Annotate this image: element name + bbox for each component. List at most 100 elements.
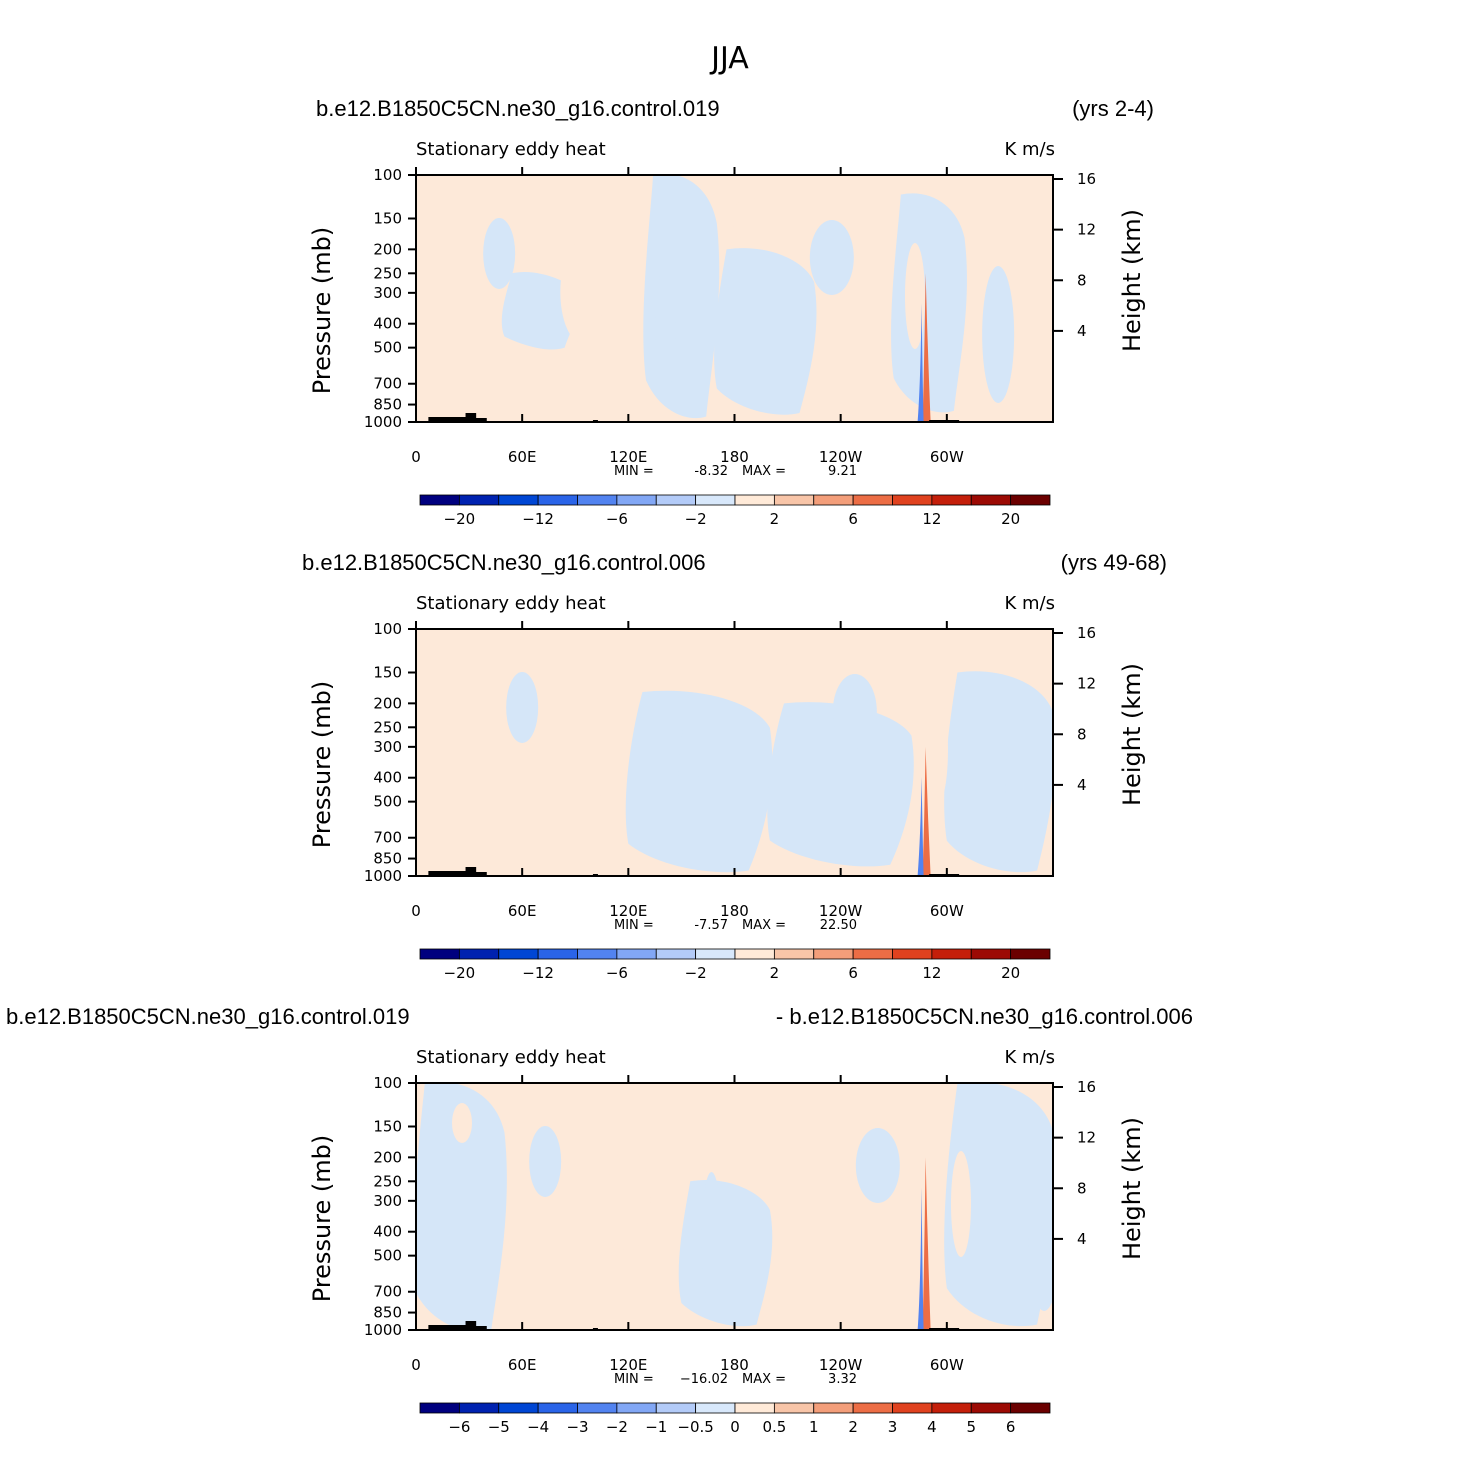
- colorbar-label: 2: [848, 1418, 858, 1436]
- figure-title: JJA: [709, 41, 749, 76]
- contour-field: [416, 1083, 1053, 1330]
- y-right-tick-label: 4: [1077, 1230, 1087, 1248]
- negative-spike: [917, 1187, 924, 1330]
- subtitle-left: Stationary eddy heat: [416, 1047, 606, 1068]
- contour-band: [832, 674, 877, 749]
- colorbar-swatch: [892, 494, 933, 506]
- y-tick-label: 700: [373, 1283, 402, 1301]
- colorbar-swatch: [419, 1402, 460, 1414]
- colorbar-label: 0: [730, 1418, 740, 1436]
- y-tick-label: 700: [373, 829, 402, 847]
- colorbar-label: −5: [488, 1418, 510, 1436]
- colorbar-swatch: [577, 1402, 618, 1414]
- colorbar-swatch: [537, 494, 578, 506]
- colorbar-swatch: [498, 948, 539, 960]
- colorbar-swatch: [931, 494, 972, 506]
- colorbar-label: −2: [606, 1418, 628, 1436]
- case-name-right: (yrs 49-68): [1061, 550, 1167, 575]
- y-tick-label: 150: [373, 663, 402, 681]
- case-name-left: b.e12.B1850C5CN.ne30_g16.control.019: [6, 1004, 410, 1029]
- x-tick-label: 60W: [930, 1356, 964, 1374]
- y-right-tick-label: 4: [1077, 322, 1087, 340]
- contour-band: [855, 1128, 900, 1203]
- x-tick-label: 180: [720, 448, 749, 466]
- min-label: MIN =: [614, 464, 654, 479]
- y-right-tick-label: 16: [1077, 170, 1096, 188]
- colorbar-label: −2: [685, 964, 707, 982]
- y-right-tick-label: 12: [1077, 1129, 1096, 1147]
- colorbar-label: −3: [566, 1418, 588, 1436]
- panel-2: b.e12.B1850C5CN.ne30_g16.control.006 (yrs…: [302, 550, 1167, 982]
- contour-band: [732, 197, 765, 241]
- negative-region: [891, 193, 967, 413]
- x-tick-label: 60E: [508, 902, 537, 920]
- colorbar-label: −12: [522, 964, 554, 982]
- colorbar-swatch: [616, 1402, 657, 1414]
- positive-spike: [922, 1157, 931, 1330]
- contour-band: [655, 264, 676, 397]
- colorbar-label: −0.5: [677, 1418, 713, 1436]
- x-tick-label: 120E: [609, 1356, 647, 1374]
- colorbar-swatch: [695, 494, 736, 506]
- contour-band: [429, 649, 450, 689]
- contour-band: [755, 651, 788, 695]
- contour-band: [778, 1105, 811, 1149]
- subtitle-left: Stationary eddy heat: [416, 593, 606, 614]
- x-tick-label: 120W: [819, 1356, 863, 1374]
- contour-band: [506, 672, 539, 743]
- colorbar-swatch: [892, 1402, 933, 1414]
- x-tick-label: 0: [411, 902, 421, 920]
- colorbar-swatch: [498, 1402, 539, 1414]
- colorbar-label: 4: [927, 1418, 937, 1436]
- colorbar-swatch: [852, 948, 893, 960]
- negative-spike: [917, 303, 924, 422]
- y-axis-label: Pressure (mb): [308, 1135, 336, 1302]
- y-tick-label: 500: [373, 1247, 402, 1265]
- y-right-tick-label: 12: [1077, 221, 1096, 239]
- colorbar-swatch: [695, 1402, 736, 1414]
- contour-band: [529, 1126, 562, 1197]
- case-name-right: (yrs 2-4): [1072, 96, 1154, 121]
- min-value: −16.02: [680, 1372, 728, 1387]
- colorbar-label: −6: [606, 964, 628, 982]
- colorbar-swatch: [537, 1402, 578, 1414]
- max-value: 9.21: [828, 464, 857, 479]
- colorbar-label: −2: [685, 510, 707, 528]
- terrain-mask: [428, 1321, 487, 1330]
- colorbar-swatch: [655, 494, 697, 506]
- y-tick-label: 100: [373, 1074, 402, 1092]
- min-value: -7.57: [694, 918, 728, 933]
- max-label: MAX =: [742, 1372, 786, 1387]
- y-tick-label: 850: [373, 396, 402, 414]
- max-value: 3.32: [828, 1372, 857, 1387]
- colorbar-swatch: [773, 1402, 815, 1414]
- colorbar-label: 6: [848, 510, 858, 528]
- negative-region: [501, 271, 578, 350]
- x-tick-label: 180: [720, 902, 749, 920]
- case-name-left: b.e12.B1850C5CN.ne30_g16.control.019: [316, 96, 720, 121]
- colorbar-swatch: [655, 1402, 697, 1414]
- y-tick-label: 150: [373, 1117, 402, 1135]
- y-axis-label-right: Height (km): [1118, 663, 1146, 806]
- colorbar-label: 3: [888, 1418, 898, 1436]
- y-tick-label: 500: [373, 793, 402, 811]
- positive-spike: [922, 746, 931, 876]
- colorbar-swatch: [616, 494, 657, 506]
- contour-band: [416, 195, 426, 235]
- x-tick-label: 60E: [508, 448, 537, 466]
- case-name-right: - b.e12.B1850C5CN.ne30_g16.control.006: [776, 1004, 1193, 1029]
- colorbar-label: 6: [848, 964, 858, 982]
- contour-band: [701, 1172, 722, 1305]
- max-label: MAX =: [742, 464, 786, 479]
- panel-3: b.e12.B1850C5CN.ne30_g16.control.019 - b.…: [6, 1004, 1193, 1436]
- y-tick-label: 100: [373, 166, 402, 184]
- colorbar-label: 20: [1001, 510, 1020, 528]
- y-tick-label: 250: [373, 1172, 402, 1190]
- contour-band: [950, 1151, 971, 1257]
- negative-region: [944, 1083, 1053, 1327]
- colorbar-swatch: [695, 948, 736, 960]
- y-right-tick-label: 12: [1077, 675, 1096, 693]
- y-axis-label: Pressure (mb): [308, 681, 336, 848]
- x-tick-label: 60W: [930, 448, 964, 466]
